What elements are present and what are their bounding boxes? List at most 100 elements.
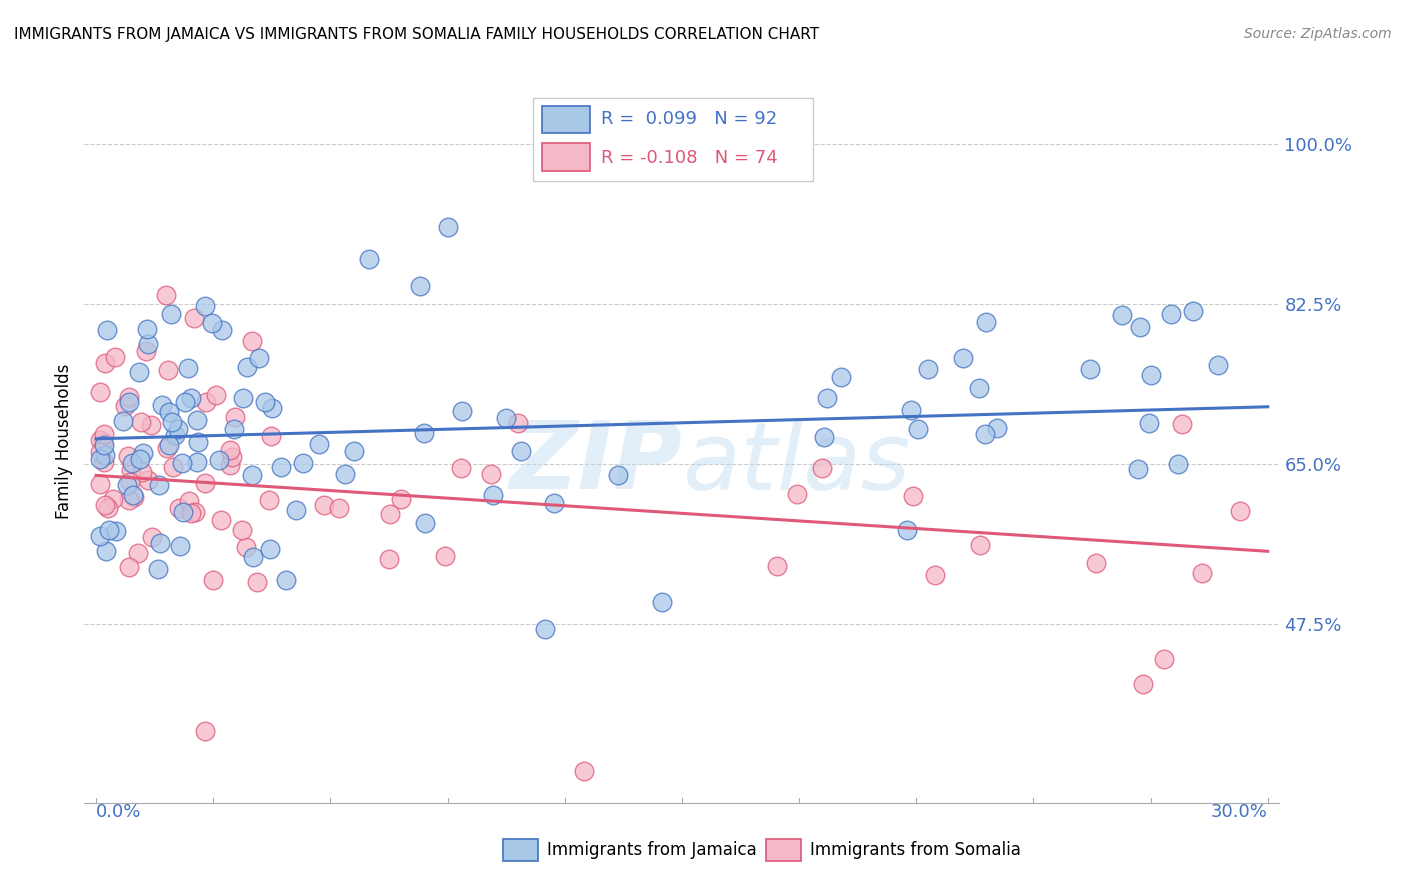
Point — [481, 488, 503, 502]
Text: ZIP: ZIP — [509, 417, 682, 509]
FancyBboxPatch shape — [533, 98, 814, 181]
Point — [246, 574, 269, 589]
Point — [240, 334, 263, 348]
Point — [194, 299, 217, 313]
Point — [128, 366, 150, 380]
Point — [259, 542, 281, 557]
Point — [122, 490, 145, 504]
Point — [194, 724, 217, 739]
Point — [247, 351, 270, 365]
Point — [1171, 417, 1194, 431]
Point — [1182, 304, 1205, 318]
Point — [93, 438, 115, 452]
Point — [177, 360, 200, 375]
Point — [224, 409, 246, 424]
Point — [312, 498, 335, 512]
Point — [917, 362, 939, 376]
Point — [510, 443, 533, 458]
Point — [378, 552, 401, 566]
Point — [121, 456, 143, 470]
Point — [1153, 652, 1175, 666]
Point — [98, 524, 121, 538]
Point — [285, 503, 308, 517]
Point — [118, 395, 141, 409]
Point — [1132, 677, 1154, 691]
Point — [201, 316, 224, 330]
Point — [1137, 416, 1160, 430]
FancyBboxPatch shape — [766, 838, 801, 861]
Point — [260, 428, 283, 442]
Point — [231, 523, 253, 537]
Point — [94, 498, 117, 512]
Point — [896, 524, 918, 538]
Point — [209, 513, 232, 527]
Point — [766, 558, 789, 573]
Point — [205, 388, 228, 402]
Point — [413, 425, 436, 440]
Text: Immigrants from Jamaica: Immigrants from Jamaica — [547, 841, 756, 859]
Point — [169, 539, 191, 553]
Point — [952, 351, 974, 365]
Point — [129, 415, 152, 429]
Point — [180, 391, 202, 405]
Point — [121, 488, 143, 502]
Point — [97, 500, 120, 515]
FancyBboxPatch shape — [543, 143, 591, 170]
Point — [810, 460, 832, 475]
Point — [135, 321, 157, 335]
Point — [574, 764, 596, 778]
Point — [160, 415, 183, 429]
Point — [136, 473, 159, 487]
Point — [786, 487, 808, 501]
Point — [157, 405, 180, 419]
FancyBboxPatch shape — [543, 105, 591, 133]
Point — [118, 560, 141, 574]
Point — [1128, 462, 1150, 476]
Point — [495, 410, 517, 425]
Point — [179, 494, 201, 508]
Point — [94, 448, 117, 462]
Point — [830, 369, 852, 384]
Point — [96, 323, 118, 337]
Point — [973, 426, 995, 441]
Point — [1129, 320, 1152, 334]
Point — [409, 279, 432, 293]
Point — [1208, 358, 1230, 372]
Point — [172, 505, 194, 519]
Point — [129, 451, 152, 466]
Point — [292, 456, 315, 470]
Point — [173, 395, 195, 409]
Point — [89, 385, 111, 400]
Point — [242, 549, 264, 564]
Point — [167, 422, 190, 436]
Point — [150, 398, 173, 412]
Point — [236, 360, 259, 375]
Point — [308, 436, 330, 450]
Point — [89, 433, 111, 447]
Point — [91, 435, 114, 450]
Point — [136, 336, 159, 351]
Point — [274, 573, 297, 587]
Point — [120, 475, 142, 490]
Point — [131, 466, 153, 480]
Point — [127, 546, 149, 560]
Point — [186, 413, 208, 427]
Point — [436, 219, 458, 234]
Point — [450, 461, 472, 475]
Point — [89, 529, 111, 543]
Point — [160, 307, 183, 321]
Point — [148, 562, 170, 576]
Text: IMMIGRANTS FROM JAMAICA VS IMMIGRANTS FROM SOMALIA FAMILY HOUSEHOLDS CORRELATION: IMMIGRANTS FROM JAMAICA VS IMMIGRANTS FR… — [14, 27, 820, 42]
Point — [156, 442, 179, 456]
Point — [222, 421, 245, 435]
Y-axis label: Family Households: Family Households — [55, 364, 73, 519]
Point — [112, 414, 135, 428]
Point — [218, 458, 240, 472]
Point — [117, 449, 139, 463]
Text: 0.0%: 0.0% — [96, 803, 142, 821]
Point — [149, 535, 172, 549]
Point — [1078, 361, 1101, 376]
Point — [218, 443, 240, 458]
Point — [924, 567, 946, 582]
Point — [93, 426, 115, 441]
